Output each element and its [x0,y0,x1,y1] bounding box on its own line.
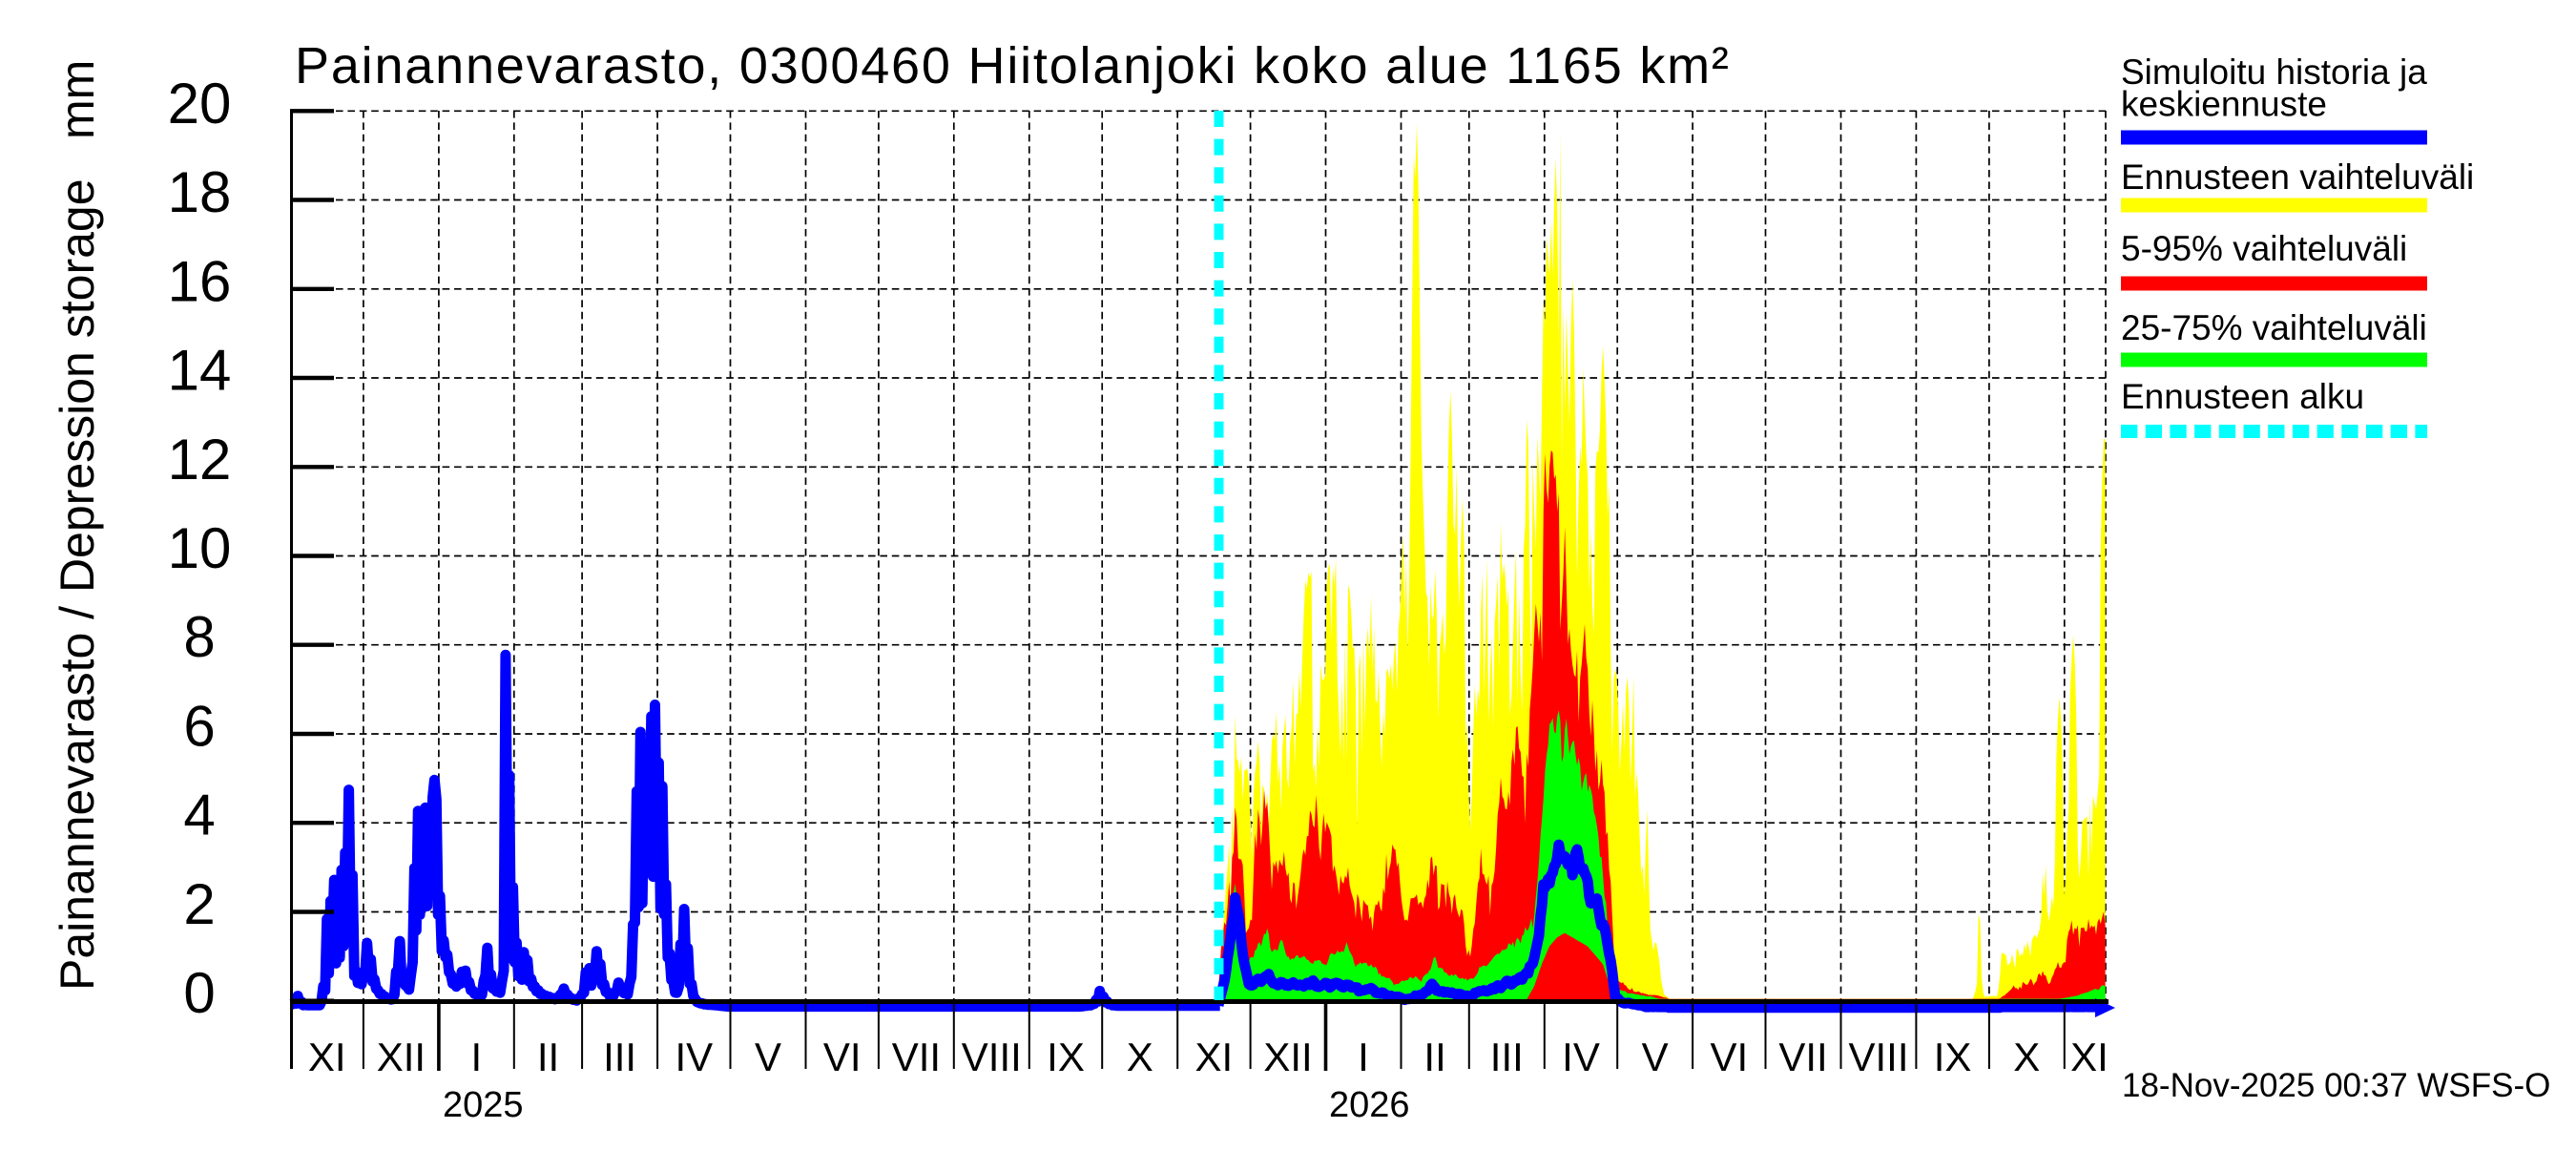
svg-text:VIII: VIII [962,1035,1022,1079]
svg-text:IX: IX [1047,1035,1085,1079]
svg-text:XII: XII [1263,1035,1312,1079]
svg-text:2025: 2025 [443,1085,524,1125]
svg-text:IV: IV [675,1035,713,1079]
svg-text:I: I [1358,1035,1369,1079]
svg-text:VII: VII [1778,1035,1827,1079]
svg-text:IX: IX [1934,1035,1972,1079]
svg-text:keskiennuste: keskiennuste [2121,85,2327,124]
svg-text:V: V [755,1035,781,1079]
svg-text:5-95% vaihteluväli: 5-95% vaihteluväli [2121,229,2407,268]
svg-text:14: 14 [168,339,232,403]
svg-text:Painannevarasto / Depression s: Painannevarasto / Depression storage [51,178,104,991]
svg-text:4: 4 [183,784,215,847]
svg-text:XI: XI [308,1035,346,1079]
svg-text:10: 10 [168,516,232,580]
svg-text:X: X [2013,1035,2040,1079]
svg-text:VI: VI [1710,1035,1748,1079]
svg-text:18-Nov-2025 00:37 WSFS-O: 18-Nov-2025 00:37 WSFS-O [2122,1067,2550,1104]
svg-text:6: 6 [183,695,215,759]
svg-text:I: I [470,1035,482,1079]
svg-text:20: 20 [168,72,232,136]
svg-text:II: II [1423,1035,1445,1079]
svg-text:X: X [1127,1035,1153,1079]
svg-text:VIII: VIII [1848,1035,1908,1079]
svg-text:Simuloitu historia ja: Simuloitu historia ja [2121,52,2427,92]
svg-text:Ennusteen vaihteluväli: Ennusteen vaihteluväli [2121,157,2474,197]
svg-text:XII: XII [377,1035,426,1079]
svg-text:12: 12 [168,428,232,491]
svg-text:XI: XI [2070,1035,2109,1079]
svg-text:IV: IV [1562,1035,1600,1079]
svg-text:VII: VII [892,1035,941,1079]
svg-text:18: 18 [168,160,232,224]
svg-text:2026: 2026 [1329,1085,1410,1125]
svg-text:2: 2 [183,872,215,936]
svg-text:XI: XI [1195,1035,1234,1079]
svg-text:0: 0 [183,961,215,1025]
svg-text:III: III [1490,1035,1524,1079]
svg-text:V: V [1642,1035,1669,1079]
svg-text:16: 16 [168,249,232,313]
svg-text:Painannevarasto, 0300460 Hiito: Painannevarasto, 0300460 Hiitolanjoki ko… [295,37,1731,94]
svg-text:8: 8 [183,605,215,669]
svg-text:VI: VI [823,1035,862,1079]
svg-text:III: III [603,1035,636,1079]
svg-text:mm: mm [51,60,104,139]
svg-text:II: II [537,1035,559,1079]
svg-text:25-75% vaihteluväli: 25-75% vaihteluväli [2121,308,2427,347]
svg-text:Ennusteen alku: Ennusteen alku [2121,377,2364,416]
